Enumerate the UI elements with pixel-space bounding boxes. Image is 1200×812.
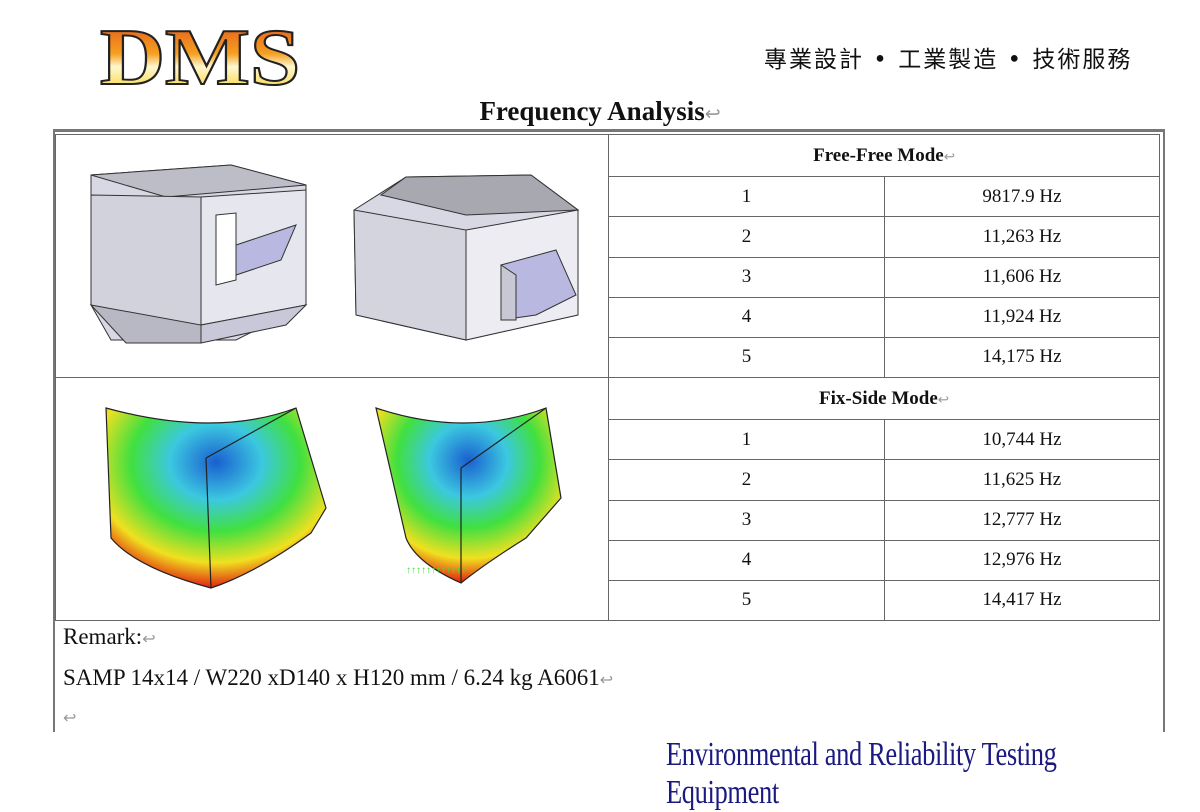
frequency-value: 14,175 Hz [884,336,1160,379]
mode-number: 3 [608,256,885,298]
free-free-heading: Free-Free Mode↩ [608,133,1160,178]
table-row: 4 11,924 Hz [56,296,1160,338]
table-row: 4 12,976 Hz [56,539,1160,581]
dms-logo: DMS [99,22,301,90]
table-row: 5 14,175 Hz [56,336,1160,379]
svg-text:↑↑↑↑↑↑↑↑↑↑↑↑: ↑↑↑↑↑↑↑↑↑↑↑↑ [406,565,466,576]
tagline: 專業設計 • 工業製造 • 技術服務 [764,47,1133,73]
mode-number: 1 [608,176,885,218]
table-row: 1 10,744 Hz [56,419,1160,461]
table-row: 1 9817.9 Hz [56,176,1160,218]
title-text: Frequency Analysis [479,96,705,126]
mode-number: 3 [608,499,885,541]
remark-section: Remark:↩ SAMP 14x14 / W220 xD140 x H120 … [63,618,613,738]
svg-text:DMS: DMS [100,22,300,90]
mode-shape-illustration: ↑↑↑↑↑↑↑↑↑↑↑↑ [105,407,562,589]
remark-label-text: Remark: [63,624,143,649]
frequency-value: 10,744 Hz [884,419,1160,461]
table-row: 3 12,777 Hz [56,499,1160,541]
free-free-heading-text: Free-Free Mode [813,144,944,166]
frequency-value: 9817.9 Hz [884,176,1160,218]
mode-number: 1 [608,419,885,461]
table-row: 2 11,625 Hz [56,459,1160,501]
frequency-value: 12,976 Hz [884,539,1160,581]
table-row: 3 11,606 Hz [56,256,1160,298]
table-row: 5 14,417 Hz [56,579,1160,622]
fix-side-heading: Fix-Side Mode↩ [608,376,1160,421]
paragraph-mark: ↩ [63,710,77,727]
fix-side-heading-text: Fix-Side Mode [819,387,938,409]
remark-label: Remark:↩ [63,624,156,649]
mode-number: 5 [608,579,885,622]
frequency-value: 11,263 Hz [884,216,1160,258]
mode-number: 2 [608,459,885,501]
remark-text: SAMP 14x14 / W220 xD140 x H120 mm / 6.24… [63,665,614,690]
table-frame [53,129,1165,732]
mode-shape-images: ↑↑↑↑↑↑↑↑↑↑↑↑ [55,377,609,621]
table-row: 2 11,263 Hz [56,216,1160,258]
mode-number: 2 [608,216,885,258]
remark-body: SAMP 14x14 / W220 xD140 x H120 mm / 6.24… [63,665,600,690]
frequency-value: 12,777 Hz [884,499,1160,541]
footer-slogan: Environmental and Reliability Testing Eq… [666,736,1057,811]
frequency-value: 11,606 Hz [884,256,1160,298]
page-title: Frequency Analysis↩ [479,96,721,126]
cad-model-images [55,134,609,378]
mode-number: 5 [608,336,885,379]
frequency-value: 11,924 Hz [884,296,1160,338]
frequency-value: 14,417 Hz [884,579,1160,622]
cad-model-illustration [89,164,580,344]
mode-number: 4 [608,539,885,581]
mode-number: 4 [608,296,885,338]
frequency-value: 11,625 Hz [884,459,1160,501]
